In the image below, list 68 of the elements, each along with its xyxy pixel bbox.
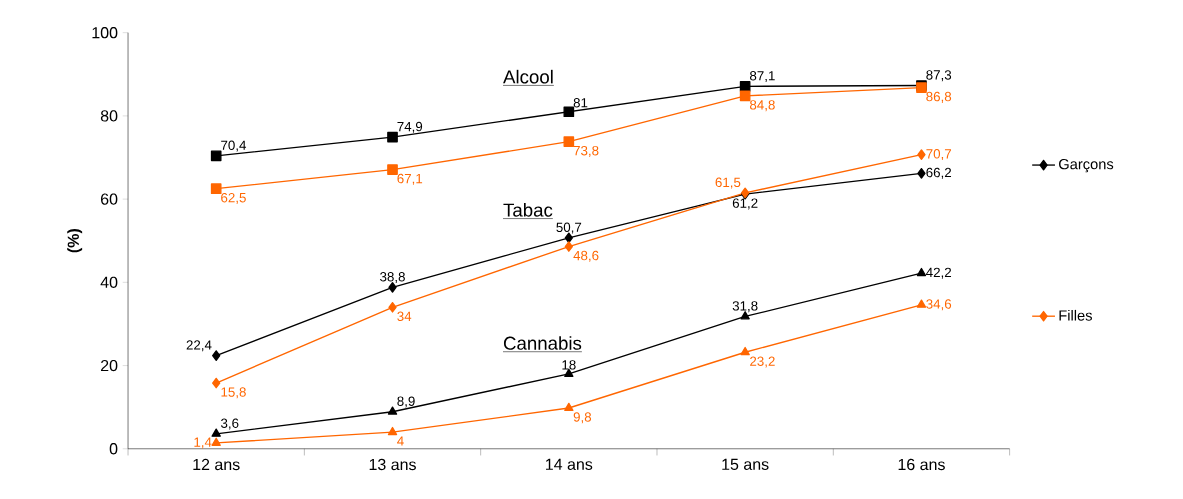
data-label: 38,8 [380,272,405,284]
point [387,426,398,436]
data-label: 62,5 [221,193,246,205]
point [387,406,398,415]
y-tick-label: 100 [92,27,118,39]
x-tick-label: 12 ans [193,458,240,471]
x-tick-label: 13 ans [369,458,416,471]
legend-label: Garçons [1059,159,1114,173]
data-label: 31,8 [732,301,758,313]
y-axis-title: (%) [67,229,83,253]
data-label: 70,4 [221,140,247,152]
data-label: 23,2 [750,356,775,368]
data-label: 66,2 [926,167,952,179]
point [564,241,573,252]
data-label: 81 [573,98,588,108]
x-tick-label: 16 ans [898,458,945,471]
data-label: 74,9 [397,121,423,133]
data-label: 34 [397,311,412,322]
annotation: Alcool [503,69,553,84]
point [212,377,221,389]
data-label: 87,1 [750,71,775,83]
legend-label: Filles [1059,309,1092,321]
data-label: 61,2 [732,198,758,210]
point [563,106,575,118]
data-label: 42,2 [926,267,952,279]
point [916,299,927,308]
data-label: 61,5 [715,177,741,189]
data-label: 67,1 [397,173,423,185]
point [211,428,221,437]
point [563,136,575,148]
data-label: 70,7 [926,149,952,161]
point [210,183,222,195]
y-tick-label: 20 [100,359,118,372]
point [388,302,397,313]
point [564,402,574,412]
annotation: Cannabis [503,336,582,350]
data-label: 22,4 [186,340,212,352]
point [211,437,221,447]
data-label: 1,4 [194,437,212,449]
data-label: 34,6 [926,299,952,311]
point [387,131,398,143]
point [210,150,222,162]
data-label: 15,8 [221,387,246,399]
data-label: 48,6 [573,250,599,262]
y-tick-label: 80 [100,110,118,122]
point [387,164,398,175]
annotation: Tabac [503,203,553,217]
data-label: 9,8 [573,412,592,424]
data-label: 73,8 [573,146,599,158]
data-label: 8,9 [397,396,415,408]
point [740,347,750,356]
x-tick-label: 14 ans [546,458,593,471]
data-label: 4 [397,436,404,446]
point [917,168,926,179]
data-label: 18 [562,360,576,370]
point [388,282,397,293]
x-tick-label: 15 ans [722,458,769,471]
point [916,267,927,277]
y-tick-label: 0 [109,443,118,455]
data-label: 84,8 [750,100,775,112]
point [212,350,221,361]
data-label: 87,3 [926,70,952,82]
y-tick-label: 40 [100,276,118,289]
point [917,149,926,161]
data-label: 3,6 [220,418,239,430]
data-label: 50,7 [556,222,582,234]
y-tick-label: 60 [101,193,118,205]
data-label: 86,8 [926,91,952,103]
